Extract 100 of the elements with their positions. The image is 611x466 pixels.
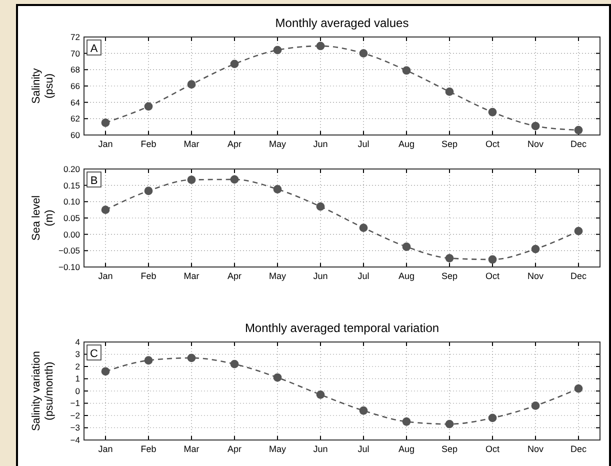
x-tick-label: Jan (98, 271, 113, 281)
x-tick-label: Sep (441, 139, 458, 149)
point (574, 126, 583, 134)
x-tick-label: Jun (313, 444, 328, 454)
x-tick-label: Dec (570, 139, 587, 149)
y-tick-label: 70 (70, 48, 80, 58)
point (359, 49, 368, 58)
y-tick-label: 68 (70, 64, 80, 75)
point (273, 373, 282, 382)
x-tick-label: Nov (527, 139, 544, 149)
x-tick-label: Feb (140, 139, 156, 149)
x-tick-label: May (268, 139, 286, 149)
point (144, 356, 153, 365)
annotation: A (90, 43, 98, 55)
point (531, 244, 540, 254)
y-tick-label: 0.15 (63, 180, 80, 190)
point (273, 185, 282, 194)
x-tick-label: Apr (227, 271, 242, 281)
y-tick-label: −1 (70, 398, 80, 408)
point (445, 420, 454, 428)
y-tick-label: 0.10 (63, 196, 80, 207)
point (144, 186, 153, 196)
point (230, 360, 239, 368)
y-axis-title: Sea level (m) (30, 195, 56, 241)
y-tick-label: 0.00 (63, 229, 80, 240)
x-tick-label: Jan (98, 139, 113, 149)
point (402, 66, 411, 75)
y-tick-label: 2 (75, 361, 80, 372)
point (359, 406, 368, 415)
x-tick-label: Jul (358, 444, 370, 454)
point (187, 354, 196, 362)
point (574, 226, 583, 236)
point (402, 417, 411, 426)
point (488, 255, 497, 264)
x-tick-label: Apr (227, 444, 242, 454)
y-tick-label: −0.10 (58, 262, 80, 272)
x-tick-label: Aug (398, 444, 415, 454)
x-tick-label: Jan (98, 444, 113, 454)
point (316, 390, 325, 399)
point (144, 102, 153, 111)
x-tick-label: Apr (227, 139, 242, 149)
x-tick-label: Jun (313, 139, 328, 149)
x-tick-label: Nov (527, 271, 544, 281)
x-tick-label: Mar (184, 271, 200, 281)
x-tick-label: Dec (570, 271, 587, 281)
x-tick-label: Feb (140, 444, 156, 454)
x-tick-label: Oct (485, 271, 500, 281)
x-tick-label: Sep (441, 444, 458, 454)
x-tick-label: Sep (441, 271, 458, 281)
point (101, 206, 110, 214)
point (574, 384, 583, 393)
point (187, 176, 196, 184)
y-tick-label: −4 (70, 434, 80, 445)
x-tick-label: Mar (184, 444, 200, 454)
point (187, 80, 196, 89)
y-axis-title: Salinity (psu) (30, 68, 56, 104)
point (359, 224, 368, 232)
x-tick-label: Jul (358, 139, 370, 149)
point (230, 60, 239, 68)
point (445, 88, 454, 96)
x-tick-label: May (268, 271, 286, 281)
y-tick-label: 0.05 (63, 212, 80, 223)
x-tick-label: Jun (313, 271, 328, 281)
point (488, 414, 497, 422)
y-tick-label: 60 (70, 130, 80, 140)
x-tick-label: Mar (184, 139, 200, 149)
y-tick-label: 4 (75, 336, 80, 347)
y-axis-title: Salinity variation (psu/month) (30, 350, 56, 432)
point (101, 367, 110, 376)
y-tick-label: −2 (70, 410, 80, 420)
point (531, 402, 540, 410)
x-tick-label: Oct (485, 139, 500, 149)
point (316, 42, 325, 50)
x-tick-label: Nov (527, 444, 544, 454)
point (445, 254, 454, 262)
y-tick-label: 0.20 (63, 164, 80, 174)
y-tick-label: −3 (70, 422, 80, 433)
point (230, 175, 239, 184)
y-tick-label: 3 (75, 349, 80, 360)
x-tick-label: Aug (398, 139, 415, 149)
x-tick-label: Dec (570, 444, 587, 454)
y-tick-label: 1 (75, 374, 80, 384)
annotation: B (90, 175, 98, 187)
chart-title: Monthly averaged temporal variation (244, 321, 440, 335)
point (273, 46, 282, 54)
chart-title: Monthly averaged values (275, 16, 409, 30)
point (531, 122, 540, 130)
y-tick-label: 66 (70, 80, 80, 91)
x-tick-label: Aug (398, 271, 415, 281)
y-tick-label: 64 (70, 97, 80, 108)
x-tick-label: May (268, 444, 286, 454)
x-tick-label: Feb (140, 271, 156, 281)
point (316, 202, 325, 211)
annotation: C (90, 348, 98, 360)
x-tick-label: Oct (485, 444, 500, 454)
y-tick-label: 0 (75, 386, 80, 396)
point (488, 108, 497, 116)
y-tick-label: −0.05 (58, 246, 80, 256)
point (402, 242, 411, 251)
point (101, 118, 110, 127)
